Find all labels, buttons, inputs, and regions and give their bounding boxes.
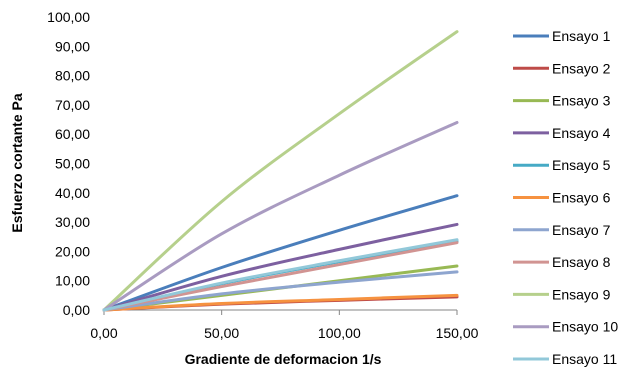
series-line-ensayo-4 (102, 222, 459, 312)
y-tick-label: 80,00 (55, 68, 90, 84)
legend-label: Ensayo 11 (552, 351, 617, 367)
y-tick-label: 30,00 (55, 214, 90, 230)
y-tick-label: 70,00 (55, 97, 90, 113)
y-tick-label: 50,00 (55, 156, 90, 172)
x-tick-label: 150,00 (436, 325, 479, 341)
legend-label: Ensayo 3 (552, 93, 611, 109)
legend-label: Ensayo 10 (552, 319, 618, 335)
x-axis-title: Gradiente de deformacion 1/s (185, 351, 382, 367)
series-line-ensayo-11 (102, 238, 459, 312)
y-tick-label: 0,00 (63, 302, 90, 318)
series-lines (102, 30, 459, 312)
legend-label: Ensayo 1 (552, 28, 611, 44)
series-line-ensayo-6 (102, 293, 459, 312)
y-tick-label: 100,00 (47, 9, 90, 25)
legend-label: Ensayo 2 (552, 60, 611, 76)
legend-label: Ensayo 6 (552, 190, 611, 206)
y-tick-label: 40,00 (55, 185, 90, 201)
y-tick-label: 20,00 (55, 243, 90, 259)
series-line-ensayo-8 (102, 241, 459, 312)
series-line-ensayo-9 (102, 30, 459, 312)
y-axis-ticks: 0,00 10,00 20,00 30,00 40,00 50,00 60,00 70,00 8… (47, 9, 90, 318)
series-line-ensayo-10 (102, 120, 459, 312)
legend-label: Ensayo 9 (552, 286, 611, 302)
y-tick-label: 90,00 (55, 38, 90, 54)
x-tick-label: 50,00 (204, 325, 239, 341)
legend-label: Ensayo 8 (552, 254, 611, 270)
y-tick-label: 10,00 (55, 273, 90, 289)
x-axis-ticks: 0,00 50,00 100,00 150,00 (90, 310, 479, 341)
legend-label: Ensayo 7 (552, 222, 611, 238)
legend-label: Ensayo 5 (552, 157, 611, 173)
series-line-ensayo-1 (102, 194, 459, 312)
y-axis-title: Esfuerzo cortante Pa (9, 93, 25, 232)
legend-label: Ensayo 4 (552, 125, 611, 141)
x-tick-label: 100,00 (318, 325, 361, 341)
series-line-ensayo-7 (102, 270, 459, 312)
legend: Ensayo 1 Ensayo 2 Ensayo 3 Ensayo 4 Ensayo 5… (513, 28, 618, 367)
y-tick-label: 60,00 (55, 126, 90, 142)
x-tick-label: 0,00 (90, 325, 117, 341)
